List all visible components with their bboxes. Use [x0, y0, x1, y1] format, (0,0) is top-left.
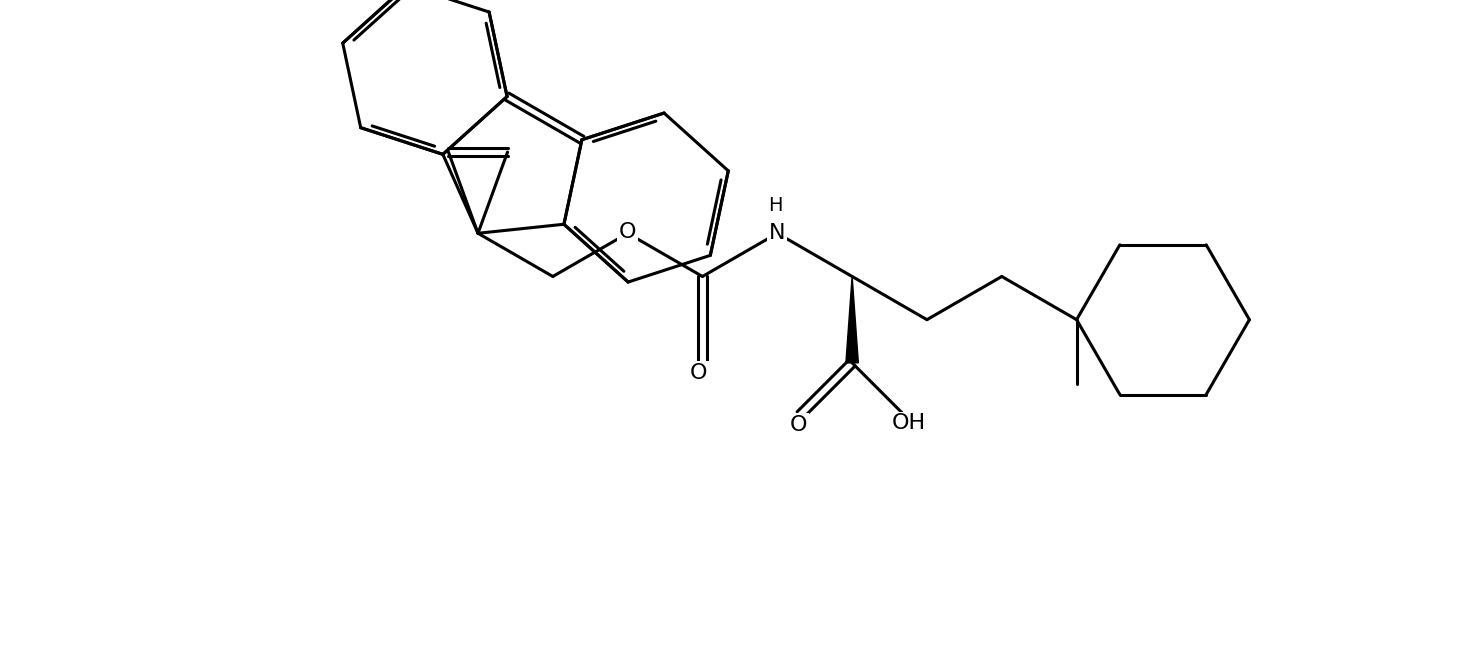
Text: OH: OH: [892, 413, 927, 434]
Text: N: N: [769, 224, 785, 243]
Text: O: O: [618, 222, 636, 242]
Text: O: O: [690, 364, 708, 383]
Text: H: H: [769, 196, 782, 215]
Text: O: O: [789, 415, 807, 435]
Polygon shape: [846, 277, 858, 363]
